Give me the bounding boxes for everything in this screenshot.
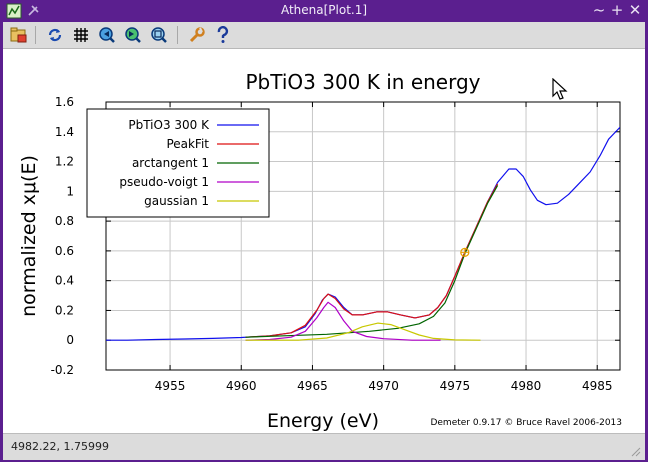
- refresh-button[interactable]: [45, 25, 65, 45]
- grid-button[interactable]: [71, 25, 91, 45]
- y-tick-label: 0.4: [55, 274, 74, 288]
- settings-button[interactable]: [187, 25, 207, 45]
- series-line: [245, 183, 499, 338]
- help-button[interactable]: [213, 25, 233, 45]
- y-axis-label: normalized xμ(E): [18, 155, 40, 317]
- window-title: Athena[Plot.1]: [280, 3, 368, 17]
- chart-title: PbTiO3 300 K in energy: [245, 70, 480, 94]
- legend-label: arctangent 1: [132, 156, 209, 170]
- y-tick-label: 0.8: [55, 214, 74, 228]
- y-tick-label: 1.2: [55, 155, 74, 169]
- maximize-button[interactable]: +: [610, 1, 624, 19]
- credit-text: Demeter 0.9.17 © Bruce Ravel 2006-2013: [430, 418, 622, 428]
- legend-label: PeakFit: [166, 137, 209, 151]
- x-tick-label: 4960: [226, 379, 257, 393]
- plot-frame: [105, 101, 621, 371]
- series-line: [245, 322, 481, 341]
- zoom-out-icon: [99, 27, 115, 43]
- plot-toolbar: [3, 22, 645, 49]
- zoom-out-button[interactable]: [97, 25, 117, 45]
- save-image-button[interactable]: [9, 25, 29, 45]
- y-tick-label: 0: [66, 333, 74, 347]
- pin-icon[interactable]: [25, 3, 41, 19]
- x-tick-label: 4965: [297, 379, 328, 393]
- legend-label: PbTiO3 300 K: [128, 118, 210, 132]
- zoom-box-button[interactable]: [149, 25, 169, 45]
- mouse-cursor-icon: [552, 78, 568, 100]
- legend-label: gaussian 1: [144, 194, 209, 208]
- plot-figure[interactable]: 4955 4960 4965 4970 4975 4980 4985 -0.2 0 0.2 0.4 0…: [3, 49, 645, 433]
- cursor-coordinates: 4982.22, 1.75999: [11, 440, 109, 453]
- x-tick-label: 4985: [582, 379, 613, 393]
- y-tick-label: 1.6: [55, 95, 74, 109]
- plot-canvas[interactable]: 4955 4960 4965 4970 4975 4980 4985 -0.2 0 0.2 0.4 0…: [3, 49, 645, 433]
- toolbar-separator: [177, 26, 178, 44]
- y-tick-label: 1.4: [55, 125, 74, 139]
- toolbar-separator: [35, 26, 36, 44]
- legend-label: pseudo-voigt 1: [119, 175, 209, 189]
- app-icon[interactable]: [6, 3, 22, 19]
- zoom-box-icon: [151, 27, 167, 43]
- x-tick-label: 4970: [368, 379, 399, 393]
- zoom-in-button[interactable]: [123, 25, 143, 45]
- zoom-in-icon: [125, 27, 141, 43]
- grid-icon: [74, 28, 88, 42]
- minimize-button[interactable]: ~: [592, 1, 606, 19]
- y-tick-label: 0.2: [55, 303, 74, 317]
- wrench-icon: [189, 27, 205, 43]
- refresh-icon: [48, 28, 62, 42]
- close-button[interactable]: ✕: [628, 1, 642, 19]
- y-tick-label: 0.6: [55, 244, 74, 258]
- x-tick-label: 4980: [511, 379, 542, 393]
- x-tick-label: 4975: [440, 379, 471, 393]
- folder-save-icon: [10, 27, 27, 43]
- resize-grip-icon[interactable]: [629, 445, 641, 457]
- series-line: [245, 185, 499, 338]
- series-group: [106, 126, 620, 341]
- status-bar: 4982.22, 1.75999: [3, 433, 645, 460]
- series-line: [245, 301, 441, 341]
- x-tick-label: 4955: [155, 379, 186, 393]
- y-tick-label: -0.2: [51, 363, 74, 377]
- question-icon: [217, 26, 229, 43]
- title-bar[interactable]: Athena[Plot.1] ~ + ✕: [0, 0, 648, 22]
- y-tick-label: 1: [66, 184, 74, 198]
- x-axis-label: Energy (eV): [267, 410, 379, 432]
